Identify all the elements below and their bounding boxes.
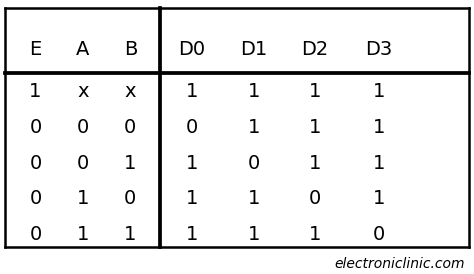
Text: 0: 0 — [29, 189, 42, 208]
Text: 0: 0 — [247, 153, 260, 173]
Text: 1: 1 — [124, 153, 137, 173]
Text: 1: 1 — [373, 189, 385, 208]
Text: 1: 1 — [247, 189, 260, 208]
Text: 0: 0 — [77, 118, 89, 137]
Text: D2: D2 — [301, 40, 329, 59]
Text: 1: 1 — [186, 189, 198, 208]
Text: D3: D3 — [365, 40, 393, 59]
Text: D1: D1 — [240, 40, 267, 59]
Text: 1: 1 — [247, 225, 260, 244]
Text: A: A — [76, 40, 90, 59]
Text: D0: D0 — [178, 40, 206, 59]
Text: 1: 1 — [309, 118, 321, 137]
Text: 1: 1 — [373, 153, 385, 173]
Text: 1: 1 — [124, 225, 137, 244]
Text: 1: 1 — [247, 82, 260, 101]
Text: 0: 0 — [29, 225, 42, 244]
Text: B: B — [124, 40, 137, 59]
Text: 0: 0 — [29, 118, 42, 137]
Text: 0: 0 — [77, 153, 89, 173]
Text: 1: 1 — [186, 225, 198, 244]
Text: E: E — [29, 40, 42, 59]
Text: 0: 0 — [309, 189, 321, 208]
Text: 0: 0 — [124, 118, 137, 137]
Text: 1: 1 — [186, 153, 198, 173]
Text: 0: 0 — [29, 153, 42, 173]
Text: 1: 1 — [77, 225, 89, 244]
Text: 1: 1 — [247, 118, 260, 137]
Text: x: x — [77, 82, 89, 101]
Text: 0: 0 — [124, 189, 137, 208]
Text: 1: 1 — [373, 118, 385, 137]
Text: 1: 1 — [309, 153, 321, 173]
Text: 1: 1 — [309, 82, 321, 101]
Text: 1: 1 — [186, 82, 198, 101]
Text: 1: 1 — [373, 82, 385, 101]
Text: 1: 1 — [309, 225, 321, 244]
Text: 0: 0 — [373, 225, 385, 244]
Text: electroniclinic.com: electroniclinic.com — [334, 257, 465, 271]
Text: 0: 0 — [186, 118, 198, 137]
Text: 1: 1 — [29, 82, 42, 101]
Text: x: x — [125, 82, 136, 101]
Text: 1: 1 — [77, 189, 89, 208]
